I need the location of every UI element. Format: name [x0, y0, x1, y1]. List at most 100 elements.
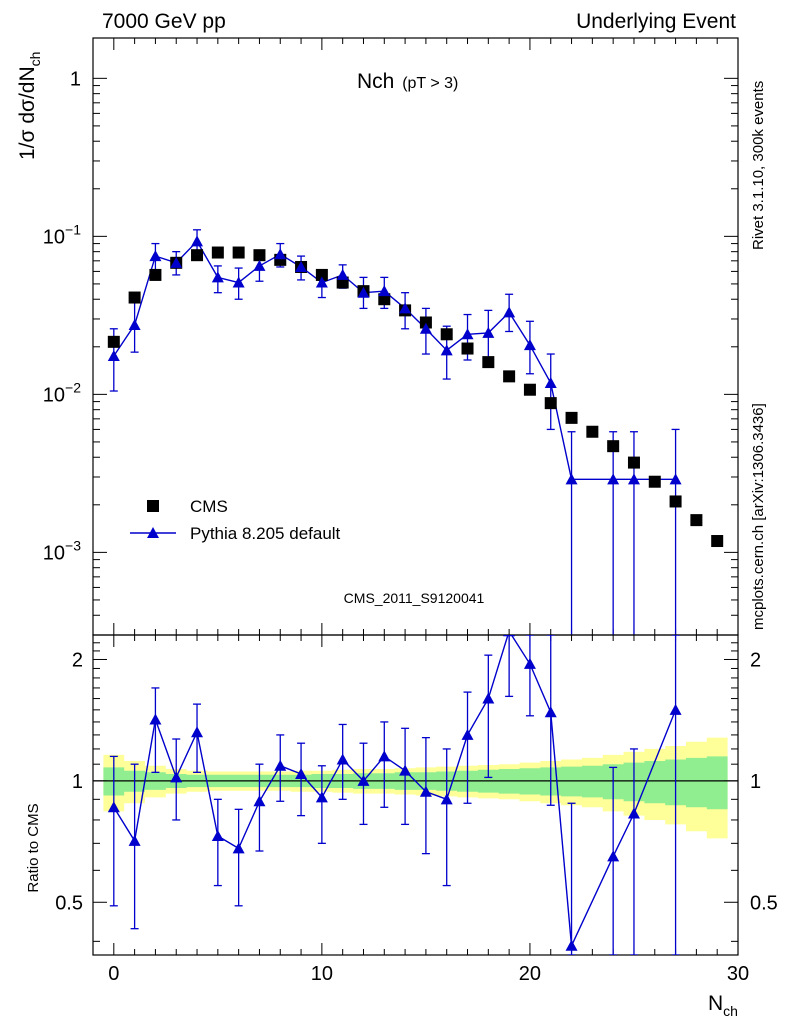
header-left: 7000 GeV pp [102, 10, 226, 33]
ratio-point [669, 703, 682, 715]
pythia-point [440, 344, 453, 356]
ratio-y-tick-label: 2 [72, 649, 83, 671]
ratio-point [336, 753, 349, 765]
cms-point [128, 291, 141, 304]
cms-point [378, 293, 391, 306]
pythia-point [419, 322, 432, 334]
cms-point [523, 383, 536, 396]
x-tick-label: 0 [108, 963, 119, 985]
ratio-point [170, 771, 183, 783]
cms-point [586, 425, 599, 438]
ratio-point [440, 793, 453, 805]
pythia-point [274, 248, 287, 260]
plot-title: Nch (pT > 3) [357, 70, 458, 93]
mcplots-label: mcplots.cern.ch [arXiv:1306.3436] [750, 403, 767, 630]
pythia-point [336, 268, 349, 280]
ratio-point [461, 728, 474, 740]
ratio-y-tick-label: 0.5 [55, 892, 83, 914]
ratio-point [378, 750, 391, 762]
pythia-point [191, 235, 204, 247]
ratio-point [627, 807, 640, 819]
y-tick-label: 10−1 [43, 221, 81, 248]
ratio-point [295, 768, 308, 780]
pythia-point [357, 286, 370, 298]
ratio-point [399, 764, 412, 776]
ratio-point [128, 834, 141, 846]
pythia-point [461, 328, 474, 340]
legend-pythia-marker [147, 527, 159, 538]
ratio-point [607, 850, 620, 862]
cms-point [315, 268, 328, 281]
ratio-point [419, 785, 432, 797]
ratio-point [357, 774, 370, 786]
cms-point [211, 246, 224, 259]
cms-point [440, 328, 453, 341]
main-frame [92, 37, 739, 636]
pythia-point [399, 302, 412, 314]
cms-point [544, 397, 557, 410]
cms-point [482, 356, 495, 369]
legend: CMS Pythia 8.205 default [130, 497, 341, 543]
cms-point [648, 475, 661, 488]
main-data-layer [107, 229, 724, 635]
cms-point [565, 411, 578, 424]
cms-point [690, 514, 703, 527]
pythia-point [315, 276, 328, 288]
cms-point [669, 495, 682, 508]
ratio-point [107, 801, 120, 813]
pythia-point [149, 250, 162, 262]
cms-point [461, 342, 474, 355]
y-tick-label: 1 [70, 68, 81, 90]
cms-point [419, 316, 432, 329]
ratio-y-label: Ratio to CMS [25, 803, 42, 892]
cms-point [627, 456, 640, 469]
legend-cms-marker [147, 500, 159, 512]
ratio-y-tick-label: 1 [72, 771, 83, 793]
ratio-point [149, 713, 162, 725]
pythia-line [113, 240, 676, 480]
x-axis-label: Nch [708, 992, 738, 1019]
ratio-band-inner [103, 756, 728, 810]
x-tick-label: 10 [311, 963, 333, 985]
y-tick-label: 10−3 [43, 537, 81, 564]
ratio-point [565, 939, 578, 951]
main-panel: 1 10−1 10−2 10−3 [43, 37, 739, 636]
pythia-point [211, 271, 224, 283]
pythia-point [295, 260, 308, 272]
pythia-point [232, 276, 245, 288]
pythia-point [378, 285, 391, 297]
ratio-panel: 0 10 20 30 0.5 0.5 1 1 2 2 [55, 634, 778, 985]
ratio-y-tick-label-right: 0.5 [750, 892, 778, 914]
pythia-point [607, 473, 620, 485]
x-tick-label: 30 [727, 963, 749, 985]
cms-point [253, 249, 266, 262]
cms-point [711, 535, 724, 548]
cms-point [607, 440, 620, 453]
ratio-point [211, 829, 224, 841]
legend-cms-label: CMS [190, 497, 228, 516]
ratio-frame [92, 634, 739, 956]
cms-point [274, 253, 287, 266]
legend-pythia-label: Pythia 8.205 default [190, 524, 341, 543]
ratio-point [523, 657, 536, 669]
cms-point [232, 246, 245, 259]
cms-point [503, 370, 516, 383]
cms-point [149, 268, 162, 281]
header-right: Underlying Event [576, 10, 736, 33]
ratio-data-layer [107, 635, 682, 955]
cms-point [107, 335, 120, 348]
ratio-point [315, 791, 328, 803]
pythia-point [523, 339, 536, 351]
ratio-point [482, 692, 495, 704]
ratio-point [253, 795, 266, 807]
pythia-point [170, 256, 183, 268]
ratio-point [544, 706, 557, 718]
pythia-point [565, 473, 578, 485]
ratio-point [503, 635, 516, 637]
pythia-point [503, 306, 516, 318]
ratio-point [191, 726, 204, 738]
y-axis-label: 1/σ dσ/dNch [16, 52, 43, 160]
rivet-label: Rivet 3.1.10, 300k events [750, 81, 767, 250]
ratio-point [274, 759, 287, 771]
